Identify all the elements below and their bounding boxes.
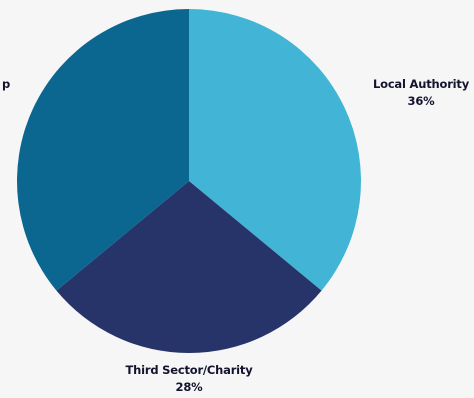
- slice-label: p: [2, 77, 10, 91]
- slice-label: Third Sector/Charity: [125, 363, 253, 377]
- pie-slice-p: [16, 9, 190, 291]
- slice-value-label: 36%: [408, 94, 436, 108]
- slice-value-label: 28%: [176, 380, 204, 394]
- pie-slice-third-sector-charity: [56, 181, 322, 354]
- pie-slice-local-authority: [189, 9, 362, 291]
- slice-label: Local Authority: [373, 77, 470, 91]
